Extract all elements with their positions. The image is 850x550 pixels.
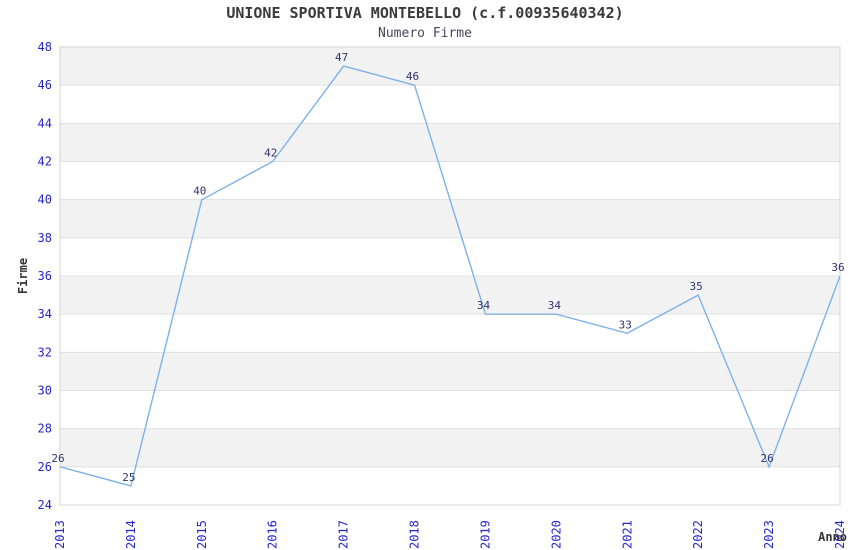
data-point-label: 34	[477, 299, 491, 312]
y-tick-label: 40	[38, 193, 52, 207]
grid-band	[60, 314, 840, 353]
x-tick-label: 2013	[53, 520, 67, 549]
y-tick-label: 44	[38, 116, 52, 130]
grid-band	[60, 237, 840, 276]
x-tick-label: 2019	[478, 520, 492, 549]
y-tick-label: 24	[38, 498, 52, 512]
x-tick-label: 2015	[195, 520, 209, 549]
x-axis-title: Anno	[818, 530, 847, 544]
x-tick-label: 2021	[620, 520, 634, 549]
y-tick-label: 46	[38, 78, 52, 92]
y-tick-label: 30	[38, 384, 52, 398]
x-tick-label: 2018	[408, 520, 422, 549]
x-tick-label: 2017	[337, 520, 351, 549]
y-tick-label: 28	[38, 422, 52, 436]
x-tick-label: 2022	[691, 520, 705, 549]
grid-band	[60, 276, 840, 315]
y-tick-label: 48	[38, 40, 52, 54]
y-tick-label: 42	[38, 155, 52, 169]
data-point-label: 26	[51, 452, 64, 465]
y-tick-label: 26	[38, 460, 52, 474]
y-axis-title: Firme	[16, 258, 30, 294]
x-tick-label: 2016	[266, 520, 280, 549]
data-point-label: 36	[831, 261, 844, 274]
data-point-label: 26	[760, 452, 773, 465]
grid-band	[60, 466, 840, 505]
grid-band	[60, 161, 840, 200]
x-tick-label: 2020	[549, 520, 563, 549]
data-point-label: 47	[335, 51, 348, 64]
x-tick-label: 2024	[833, 520, 847, 549]
grid-band	[60, 428, 840, 467]
y-tick-label: 36	[38, 269, 52, 283]
grid-band	[60, 390, 840, 429]
x-tick-label: 2014	[124, 520, 138, 549]
data-point-label: 25	[122, 471, 135, 484]
series-line	[59, 65, 841, 487]
data-point-label: 42	[264, 147, 277, 160]
grid-band	[60, 199, 840, 238]
grid-band	[60, 47, 840, 86]
y-tick-label: 34	[38, 307, 52, 321]
chart-subtitle: Numero Firme	[378, 26, 472, 41]
grid-band	[60, 85, 840, 124]
y-tick-label: 32	[38, 345, 52, 359]
x-tick-label: 2023	[762, 520, 776, 549]
data-point-label: 33	[619, 318, 632, 331]
y-tick-label: 38	[38, 231, 52, 245]
data-point-label: 46	[406, 70, 419, 83]
data-point-label: 35	[690, 280, 703, 293]
grid-band	[60, 123, 840, 162]
chart-title: UNIONE SPORTIVA MONTEBELLO (c.f.00935640…	[226, 4, 624, 22]
data-point-label: 40	[193, 185, 206, 198]
grid-band	[60, 352, 840, 391]
data-point-label: 34	[548, 299, 562, 312]
